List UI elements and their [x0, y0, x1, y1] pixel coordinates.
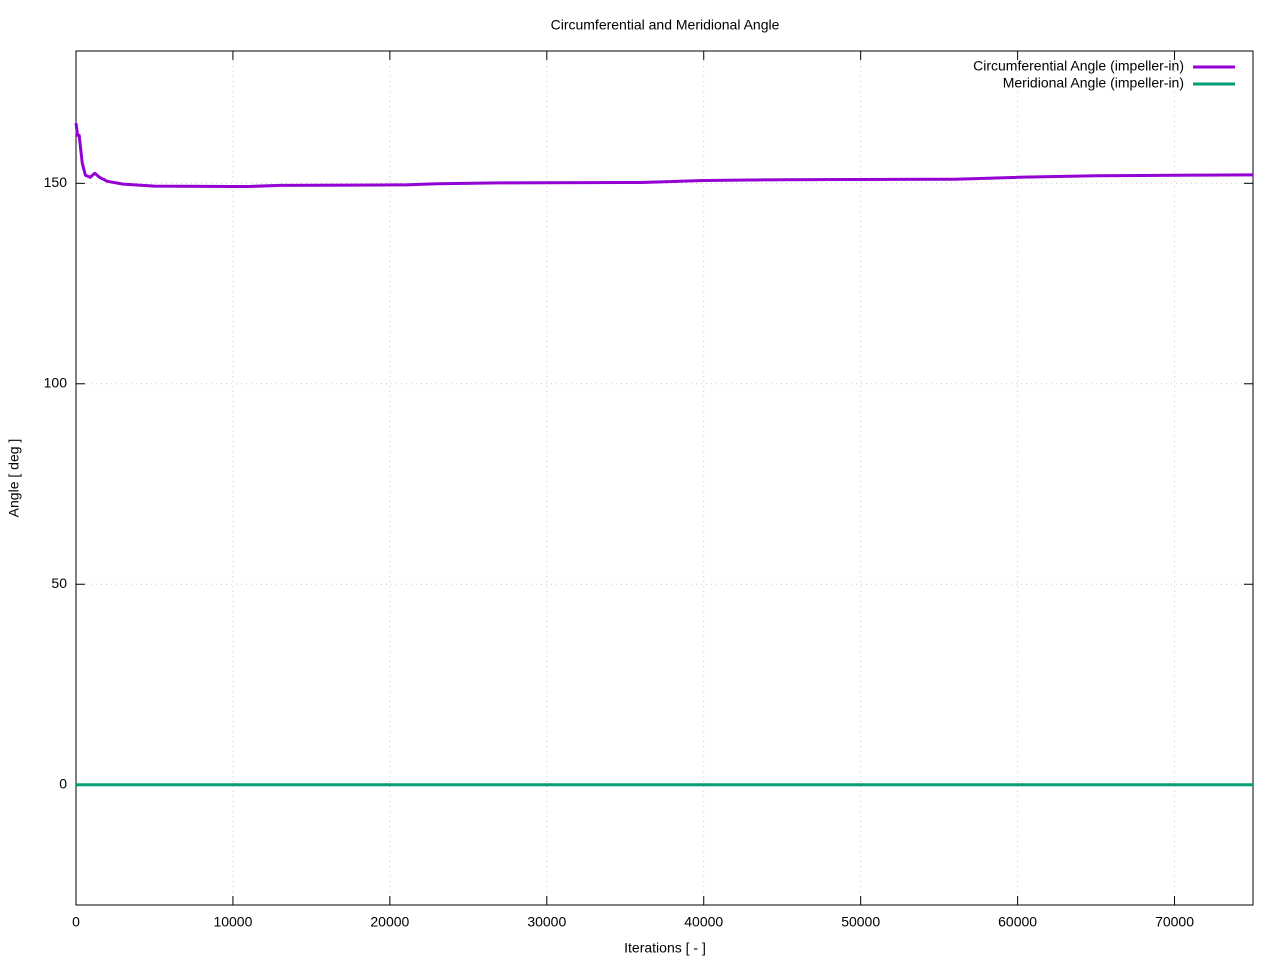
plot-border — [75, 50, 1254, 906]
x-tick-label: 40000 — [684, 914, 723, 930]
y-tick-label: 50 — [51, 575, 67, 591]
x-axis-label: Iterations [ - ] — [624, 940, 706, 956]
legend-label: Circumferential Angle (impeller-in) — [973, 58, 1184, 74]
data-line — [74, 122, 1254, 189]
x-tick-label: 10000 — [213, 914, 252, 930]
y-tick-label: 100 — [44, 374, 68, 390]
y-tick-label: 0 — [59, 775, 67, 791]
x-tick-label: 50000 — [841, 914, 880, 930]
x-tick-label: 60000 — [998, 914, 1037, 930]
x-tick-label: 30000 — [527, 914, 566, 930]
x-tick-label: 20000 — [370, 914, 409, 930]
y-tick-label: 150 — [44, 174, 68, 190]
legend-label: Meridional Angle (impeller-in) — [1003, 75, 1184, 91]
y-axis-label: Angle [ deg ] — [6, 439, 22, 518]
chart-title: Circumferential and Meridional Angle — [551, 17, 780, 33]
x-tick-label: 0 — [72, 914, 80, 930]
x-tick-label: 70000 — [1155, 914, 1194, 930]
